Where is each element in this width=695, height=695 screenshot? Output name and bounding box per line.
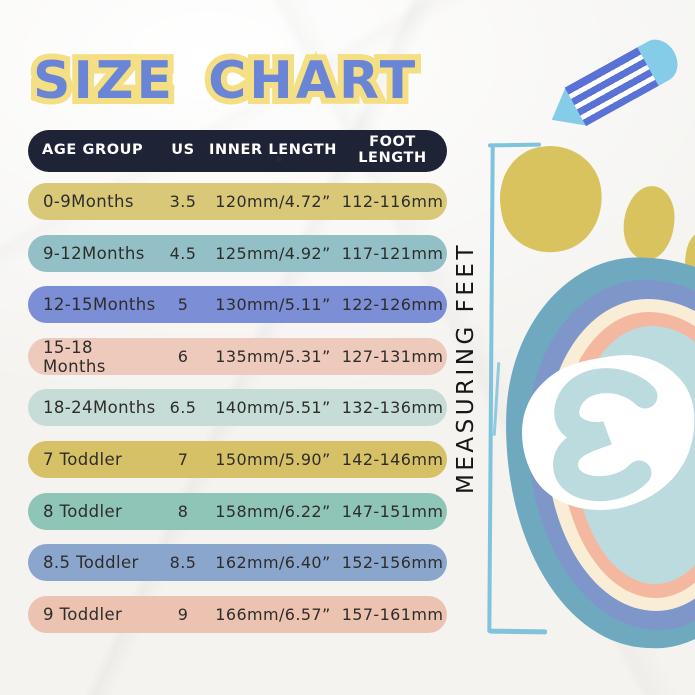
- size-table-rows: 0-9Months 3.5 120mm/4.72” 112-116mm 9-12…: [28, 183, 447, 633]
- table-row: 9-12Months 4.5 125mm/4.92” 117-121mm: [28, 234, 447, 272]
- cell-age-group: 0-9Months: [43, 192, 134, 211]
- page-title-halo: SIZE CHART: [27, 45, 421, 117]
- table-row: 9 Toddler 9 166mm/6.57” 157-161mm: [28, 595, 447, 633]
- table-row: 15-18 Months 6 135mm/5.31” 127-131mm: [28, 337, 447, 376]
- size-table: AGE GROUP US INNER LENGTH FOOT LENGTH 0-…: [28, 130, 447, 633]
- cell-us-size: 8: [177, 501, 189, 521]
- cell-foot-length: 122-126mm: [341, 295, 444, 315]
- header-cell-foot-length: FOOT LENGTH: [358, 134, 427, 166]
- cell-us-size: 6.5: [169, 398, 197, 418]
- cell-inner-length: 130mm/5.11”: [215, 295, 331, 315]
- foot-squiggle-icon: [521, 355, 695, 511]
- cell-age-group: 12-15Months: [43, 295, 156, 315]
- pencil-icon: [541, 32, 685, 140]
- cell-age-group: 9 Toddler: [43, 604, 123, 624]
- measuring-bracket-accent: [492, 361, 501, 437]
- cell-inner-length: 135mm/5.31”: [215, 347, 331, 367]
- cell-foot-length: 152-156mm: [341, 553, 444, 573]
- page-title-text: SIZE CHART: [33, 51, 419, 111]
- table-row: 8.5 Toddler 8.5 162mm/6.40” 152-156mm: [28, 544, 447, 582]
- cell-inner-length: 162mm/6.40”: [215, 553, 331, 573]
- cell-age-group: 9-12Months: [43, 243, 145, 263]
- page-title: SIZE CHART SIZE CHART: [27, 45, 433, 117]
- header-cell-us: US: [171, 142, 195, 159]
- cell-us-size: 3.5: [169, 192, 197, 211]
- cell-foot-length: 147-151mm: [341, 501, 444, 521]
- cell-foot-length: 117-121mm: [341, 243, 444, 263]
- table-row: 8 Toddler 8 158mm/6.22” 147-151mm: [28, 492, 447, 530]
- header-cell-inner-length: INNER LENGTH: [209, 142, 337, 159]
- table-row: 12-15Months 5 130mm/5.11” 122-126mm: [28, 286, 447, 324]
- cell-foot-length: 132-136mm: [341, 398, 444, 418]
- cell-foot-length: 157-161mm: [341, 604, 444, 624]
- measuring-bracket-top: [487, 142, 542, 148]
- cell-inner-length: 158mm/6.22”: [215, 501, 331, 521]
- measuring-bracket-line: [487, 145, 495, 634]
- cell-foot-length: 142-146mm: [341, 449, 444, 469]
- cell-us-size: 5: [177, 295, 189, 315]
- table-row: 7 Toddler 7 150mm/5.90” 142-146mm: [28, 440, 447, 478]
- header-cell-age-group: AGE GROUP: [42, 142, 144, 159]
- cell-inner-length: 150mm/5.90”: [215, 449, 331, 469]
- cell-inner-length: 166mm/6.57”: [215, 604, 331, 624]
- foot-toe-big: [493, 139, 609, 259]
- table-header-row: AGE GROUP US INNER LENGTH FOOT LENGTH: [28, 130, 447, 172]
- table-row: 0-9Months 3.5 120mm/4.72” 112-116mm: [28, 183, 447, 220]
- measuring-feet-label: MEASURING FEET: [453, 242, 479, 494]
- measuring-bracket-bottom: [488, 628, 548, 634]
- cell-inner-length: 125mm/4.92”: [215, 243, 331, 263]
- cell-us-size: 4.5: [169, 243, 197, 263]
- cell-inner-length: 120mm/4.72”: [215, 192, 331, 211]
- cell-age-group: 18-24Months: [43, 398, 156, 418]
- foot-toe-small: [619, 182, 679, 264]
- cell-foot-length: 112-116mm: [341, 192, 444, 211]
- cell-age-group: 15-18 Months: [43, 337, 106, 376]
- cell-age-group: 8 Toddler: [43, 501, 123, 521]
- cell-us-size: 7: [177, 449, 189, 469]
- cell-age-group: 7 Toddler: [43, 449, 123, 469]
- cell-inner-length: 140mm/5.51”: [215, 398, 331, 418]
- cell-foot-length: 127-131mm: [341, 347, 444, 367]
- cell-us-size: 9: [177, 604, 189, 624]
- cell-us-size: 8.5: [169, 553, 197, 573]
- table-row: 18-24Months 6.5 140mm/5.51” 132-136mm: [28, 389, 447, 427]
- cell-age-group: 8.5 Toddler: [43, 553, 139, 573]
- cell-us-size: 6: [177, 347, 189, 367]
